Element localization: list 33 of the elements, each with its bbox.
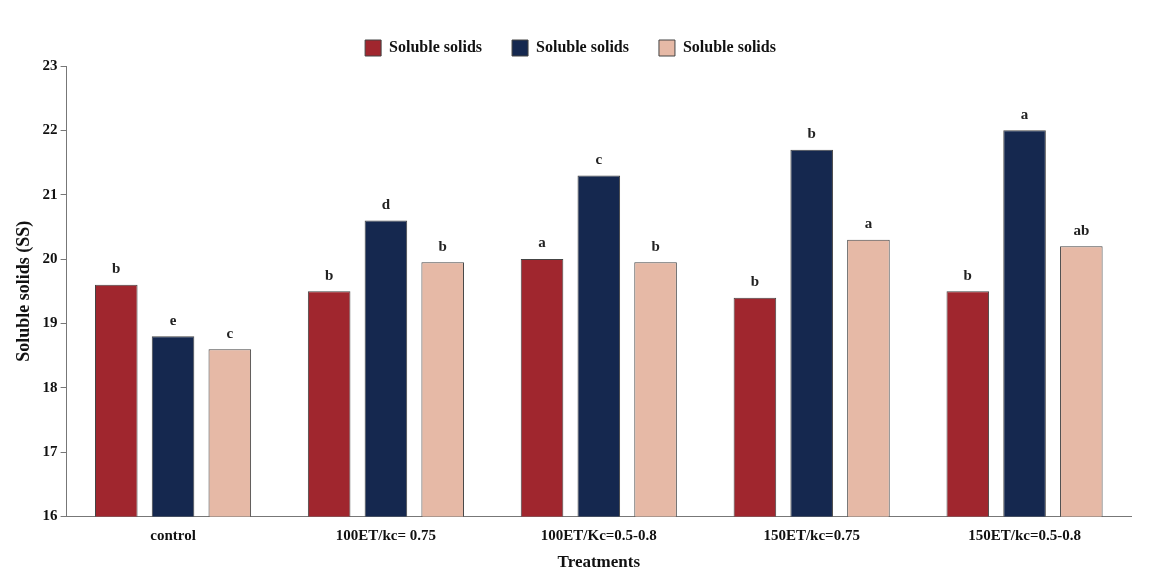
legend-label: Soluble solids — [682, 38, 776, 56]
legend-label: Soluble solids — [389, 38, 483, 56]
x-axis-title: Treatments — [557, 552, 641, 572]
x-tick-label: control — [150, 527, 196, 544]
x-tick-label: 150ET/kc=0.5-0.8 — [968, 527, 1081, 544]
data-label: d — [381, 195, 391, 212]
y-tick-label: 21 — [42, 185, 58, 202]
y-tick-label: 17 — [42, 443, 59, 460]
legend-label: Soluble solids — [536, 38, 629, 56]
y-tick-label: 18 — [42, 378, 58, 395]
data-label: c — [226, 324, 234, 341]
data-label: b — [324, 266, 334, 283]
data-label: a — [864, 215, 873, 232]
y-tick-label: 19 — [42, 314, 58, 331]
data-label: b — [651, 237, 660, 254]
data-label: c — [595, 150, 603, 167]
data-label: a — [1020, 105, 1029, 122]
x-tick-label: 100ET/Kc=0.5-0.8 — [540, 527, 657, 544]
x-tick-label: 150ET/kc=0.75 — [763, 527, 860, 544]
data-label: e — [169, 311, 177, 328]
y-axis-title: Soluble solids (SS) — [13, 220, 35, 362]
y-tick-label: 22 — [42, 121, 58, 138]
y-tick-label: 23 — [42, 56, 58, 73]
data-label: b — [438, 237, 447, 254]
data-label: b — [750, 273, 760, 290]
x-tick-label: 100ET/kc= 0.75 — [335, 527, 437, 544]
data-label: b — [112, 260, 121, 277]
data-label: a — [538, 234, 547, 251]
data-label: b — [963, 266, 972, 283]
data-label: ab — [1073, 221, 1090, 238]
y-tick-label: 20 — [42, 249, 58, 266]
y-tick-label: 16 — [42, 507, 59, 524]
data-label: b — [807, 125, 816, 142]
